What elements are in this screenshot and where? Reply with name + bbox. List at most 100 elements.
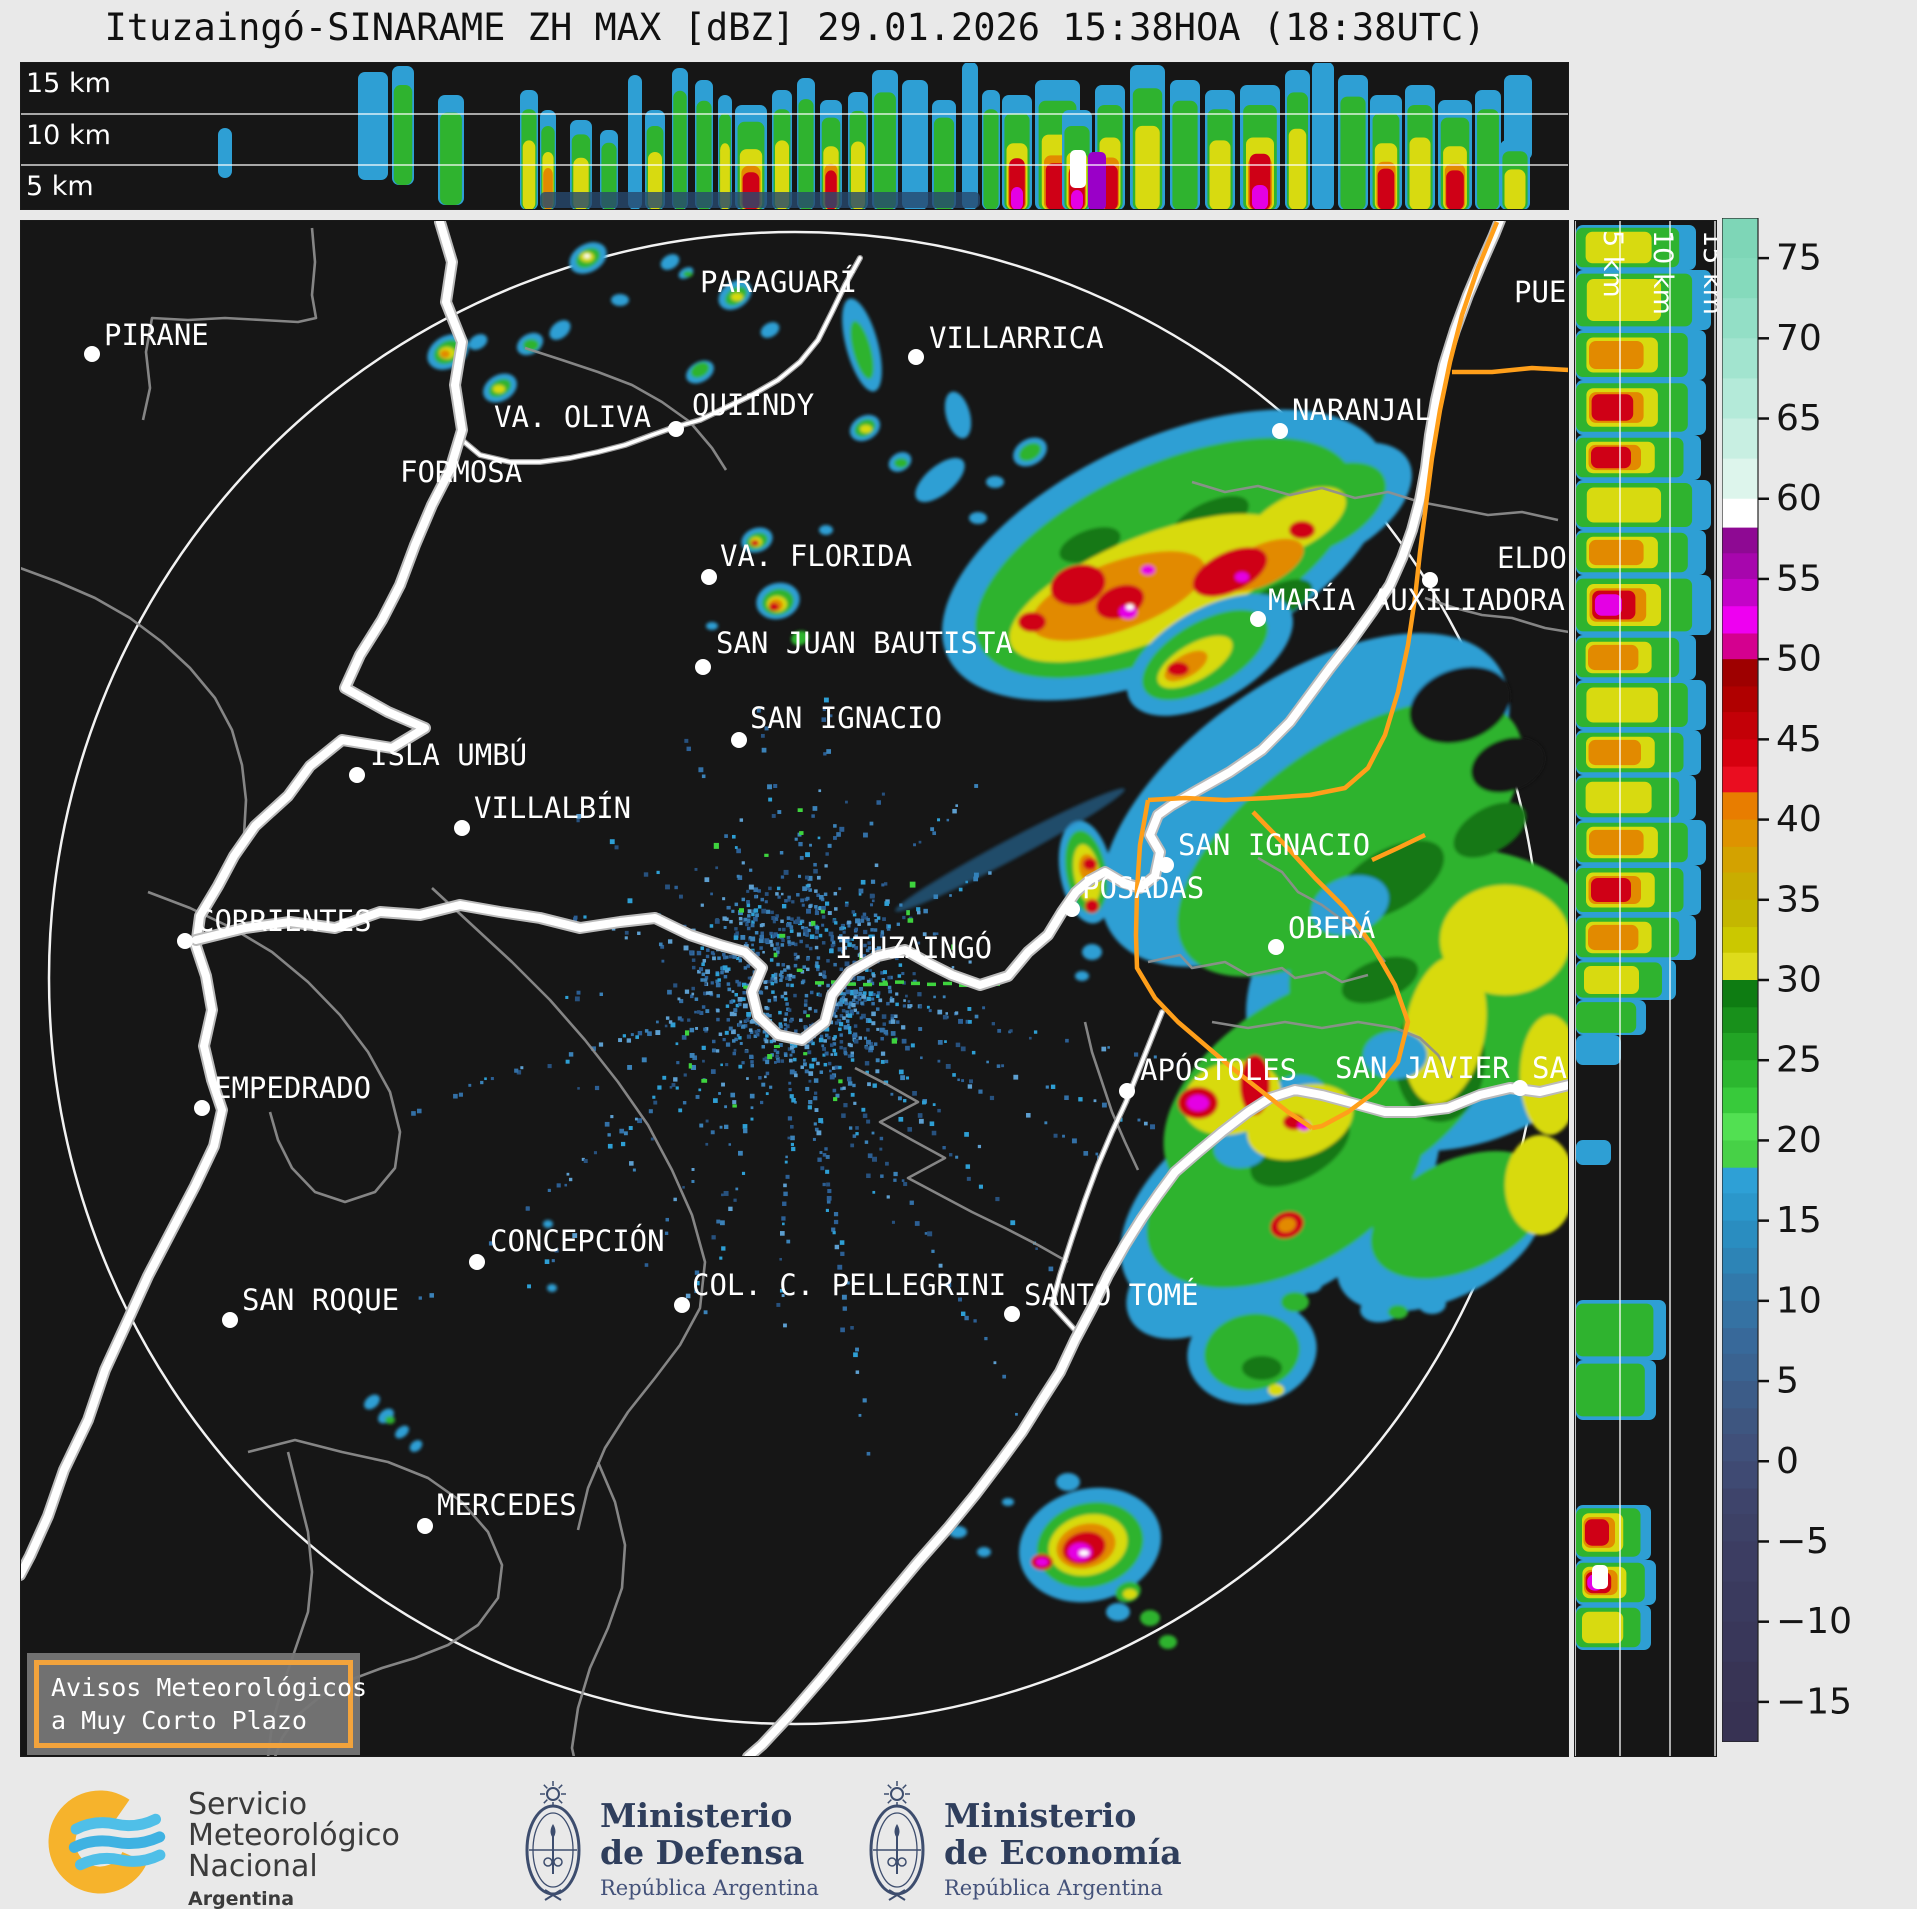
city-dot	[908, 349, 924, 365]
smn-line3: Nacional	[188, 1849, 318, 1884]
city-dot	[349, 767, 365, 783]
city-label: MARÍA AUXILIADORA	[1268, 583, 1565, 617]
colorbar-tick-label: 25	[1776, 1040, 1822, 1081]
city-label: SAN JAVIER	[1335, 1051, 1510, 1085]
city-dot	[84, 346, 100, 362]
colorbar-tick-label: 10	[1776, 1280, 1822, 1321]
city-dot	[1158, 857, 1174, 873]
city-label: VA. FLORIDA	[720, 539, 912, 573]
colorbar-tick-label: 45	[1776, 719, 1822, 760]
city-dot	[695, 659, 711, 675]
smn-logo	[48, 1790, 166, 1894]
city-label: COL. C. PELLEGRINI	[692, 1268, 1006, 1302]
colorbar-tick-label: 50	[1776, 639, 1822, 680]
economia-coat-of-arms	[869, 1780, 925, 1901]
city-dot	[668, 421, 684, 437]
right-xsec-echoes	[1576, 225, 1711, 1650]
weather-warnings-border: Avisos Meteorológicos a Muy Corto Plazo	[34, 1660, 368, 1748]
city-label: SAN IGNACIO	[750, 701, 942, 735]
city-dot	[1268, 939, 1284, 955]
city-dot	[1422, 572, 1438, 588]
right-xsec-distance-labels: 5 km 10 km 15 km	[1597, 230, 1717, 315]
city-dot	[417, 1518, 433, 1534]
city-label: ISLA UMBÚ	[370, 738, 527, 772]
city-label: SANTO	[1532, 1051, 1569, 1085]
rivers	[20, 220, 1569, 1757]
city-dot	[1250, 611, 1266, 627]
city-label: PIRANE	[104, 318, 209, 352]
city-label: PUERTO	[1514, 275, 1569, 309]
altitude-label: 10 km	[26, 120, 111, 151]
province-borders	[20, 227, 1569, 1757]
city-label: SAN JUAN BAUTISTA	[716, 626, 1013, 660]
colorbar-tick-label: 40	[1776, 799, 1822, 840]
defensa-coat-of-arms	[525, 1780, 581, 1901]
ministerio-economia-wordmark: Ministerio de Economía República Argenti…	[944, 1797, 1182, 1903]
city-label: NARANJAL	[1292, 393, 1432, 427]
precipitation-echoes	[364, 242, 1569, 1649]
smn-line2: Meteorológico	[188, 1818, 400, 1853]
top-xsec-altitude-labels: 15 km 10 km 5 km	[26, 68, 111, 202]
city-label: EMPEDRADO	[214, 1071, 371, 1105]
altitude-label: 5 km	[26, 171, 94, 202]
city-label: POSADAS	[1082, 871, 1204, 905]
warnings-line-2: a Muy Corto Plazo	[51, 1706, 307, 1735]
colorbar-tick-label: 15	[1776, 1200, 1822, 1241]
weather-warnings-box: Avisos Meteorológicos a Muy Corto Plazo	[27, 1653, 368, 1755]
city-label: OBERÁ	[1288, 911, 1375, 945]
colorbar-tick-label: 30	[1776, 960, 1822, 1001]
city-dot	[469, 1254, 485, 1270]
altitude-label: 15 km	[26, 68, 111, 99]
colorbar-tick-label: 20	[1776, 1120, 1822, 1161]
city-label: VA. OLIVA	[494, 400, 651, 434]
city-dot	[1512, 1080, 1528, 1096]
colorbar-tick-label: 70	[1776, 318, 1822, 359]
city-label: SAN IGNACIO	[1178, 828, 1370, 862]
defensa-title-1: Ministerio	[600, 1796, 793, 1835]
city-dot	[177, 933, 193, 949]
smn-logo-waves	[68, 1813, 166, 1871]
radar-map: PIRANE PARAGUARÍ VILLARRICA VA. OLIVA QUIIND…	[20, 220, 1569, 1757]
colorbar-tick-label: 35	[1776, 879, 1822, 920]
city-label: ELDORADO	[1497, 541, 1569, 575]
city-label: QUIINDY	[692, 388, 814, 422]
top-xsec-echoes	[218, 62, 1532, 210]
city-dot	[1064, 901, 1080, 917]
city-dot	[731, 732, 747, 748]
city-dot	[194, 1100, 210, 1116]
warning-polygons	[1133, 221, 1569, 1131]
colorbar-tick-label: 75	[1776, 238, 1822, 279]
colorbar-tick-label: −15	[1776, 1681, 1852, 1722]
city-label: FORMOSA	[400, 455, 522, 489]
distance-label: 10 km	[1647, 230, 1678, 315]
city-label: VILLARRICA	[929, 321, 1104, 355]
distance-label: 15 km	[1697, 230, 1717, 315]
ministerio-defensa-wordmark: Ministerio de Defensa República Argentin…	[600, 1797, 819, 1903]
economia-title-2: de Economía	[944, 1833, 1182, 1872]
city-label: VILLALBÍN	[474, 791, 631, 825]
city-dot	[701, 569, 717, 585]
city-dot	[1004, 1306, 1020, 1322]
colorbar-tick-label: 65	[1776, 398, 1822, 439]
colorbar-tick-label: −5	[1776, 1521, 1829, 1562]
economia-subtitle: República Argentina	[944, 1876, 1163, 1900]
colorbar-tick-label: 55	[1776, 558, 1822, 599]
city-dot	[1272, 423, 1288, 439]
smn-line1: Servicio	[188, 1787, 308, 1822]
defensa-subtitle: República Argentina	[600, 1876, 819, 1900]
economia-title-1: Ministerio	[944, 1796, 1137, 1835]
colorbar-tick-label: 0	[1776, 1441, 1799, 1482]
colorbar-tick-label: 5	[1776, 1361, 1799, 1402]
city-label: MERCEDES	[437, 1488, 577, 1522]
city-label: APÓSTOLES	[1140, 1053, 1297, 1087]
warnings-line-1: Avisos Meteorológicos	[51, 1673, 368, 1702]
city-label: CONCEPCIÓN	[490, 1224, 665, 1258]
city-label: SANTO TOMÉ	[1024, 1278, 1199, 1312]
city-dot	[1119, 1083, 1135, 1099]
city-dot	[454, 820, 470, 836]
city-label: ITUZAINGÓ	[835, 931, 992, 965]
city-label: CORRIENTES	[197, 904, 372, 938]
city-label: SAN ROQUE	[242, 1283, 399, 1317]
